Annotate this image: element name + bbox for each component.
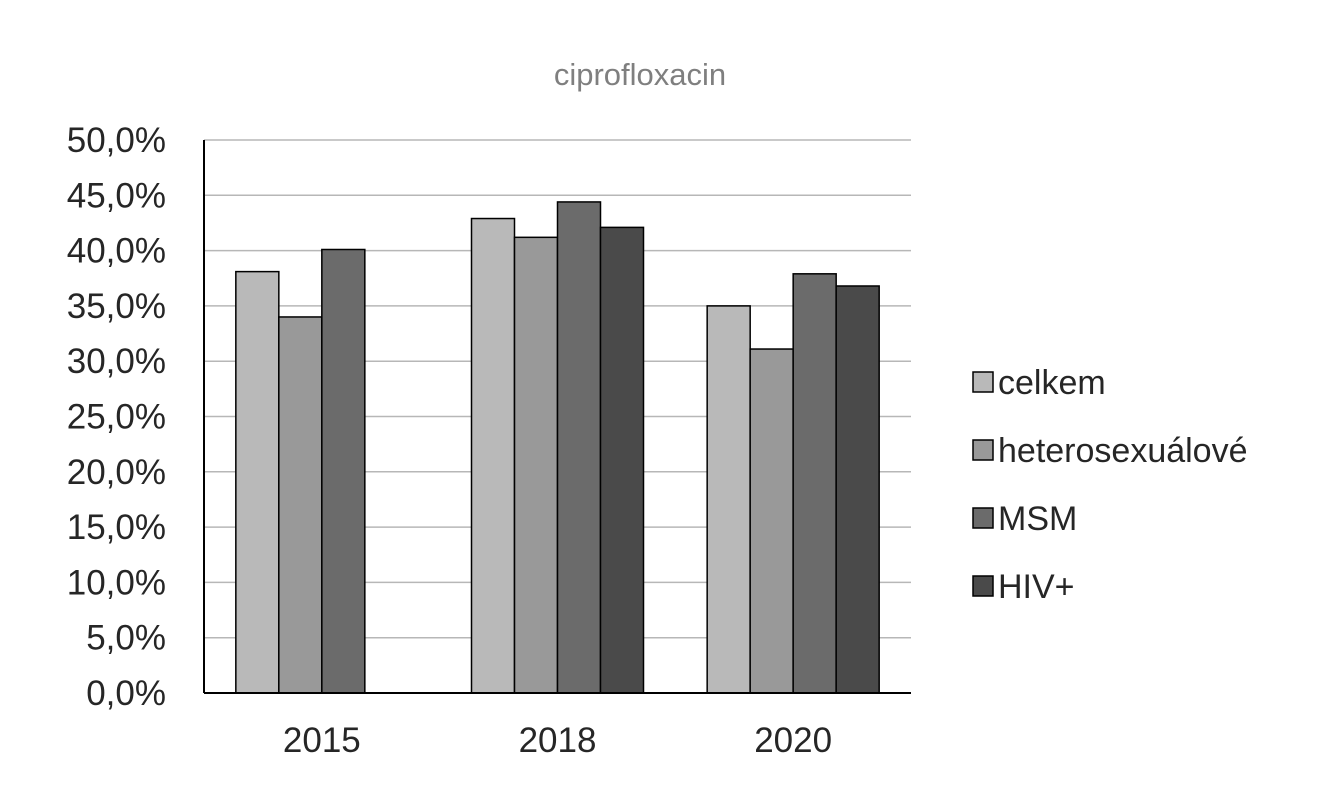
bar bbox=[556, 201, 602, 694]
x-axis-ticks: 2015 2018 2020 bbox=[283, 721, 832, 760]
bar bbox=[749, 348, 794, 694]
y-tick-label: 10,0% bbox=[67, 563, 166, 602]
bar bbox=[513, 236, 559, 694]
x-tick-label: 2020 bbox=[754, 721, 832, 760]
y-tick-label: 30,0% bbox=[67, 342, 166, 381]
bar bbox=[792, 273, 837, 694]
y-tick-label: 20,0% bbox=[67, 453, 166, 492]
y-tick-label: 45,0% bbox=[67, 176, 166, 215]
y-tick-label: 25,0% bbox=[67, 398, 166, 437]
bar bbox=[706, 305, 751, 694]
bars bbox=[235, 201, 880, 694]
legend-label: MSM bbox=[998, 500, 1077, 538]
bar bbox=[470, 217, 516, 694]
bar bbox=[835, 285, 880, 694]
y-tick-label: 15,0% bbox=[67, 508, 166, 547]
legend-swatch bbox=[972, 371, 994, 393]
bar bbox=[278, 316, 323, 694]
y-tick-label: 40,0% bbox=[67, 232, 166, 271]
legend-label: HIV+ bbox=[998, 568, 1075, 606]
axes bbox=[203, 140, 911, 694]
legend-swatch bbox=[972, 439, 994, 461]
y-tick-label: 50,0% bbox=[67, 121, 166, 160]
chart-title: ciprofloxacin bbox=[554, 57, 726, 92]
bar bbox=[321, 248, 366, 694]
legend: celkem heterosexuálové MSM HIV+ bbox=[972, 364, 1248, 606]
y-tick-label: 5,0% bbox=[86, 619, 166, 658]
bar bbox=[599, 226, 645, 694]
legend-label: heterosexuálové bbox=[998, 432, 1248, 470]
y-axis-ticks: 0,0% 5,0% 10,0% 15,0% 20,0% 25,0% 30,0% 35,0% 40… bbox=[67, 121, 166, 713]
x-tick-label: 2018 bbox=[519, 721, 597, 760]
bar bbox=[235, 270, 280, 694]
y-tick-label: 35,0% bbox=[67, 287, 166, 326]
legend-swatch bbox=[972, 507, 994, 529]
legend-swatch bbox=[972, 575, 994, 597]
y-tick-label: 0,0% bbox=[86, 674, 166, 713]
legend-label: celkem bbox=[998, 364, 1106, 402]
x-tick-label: 2015 bbox=[283, 721, 361, 760]
